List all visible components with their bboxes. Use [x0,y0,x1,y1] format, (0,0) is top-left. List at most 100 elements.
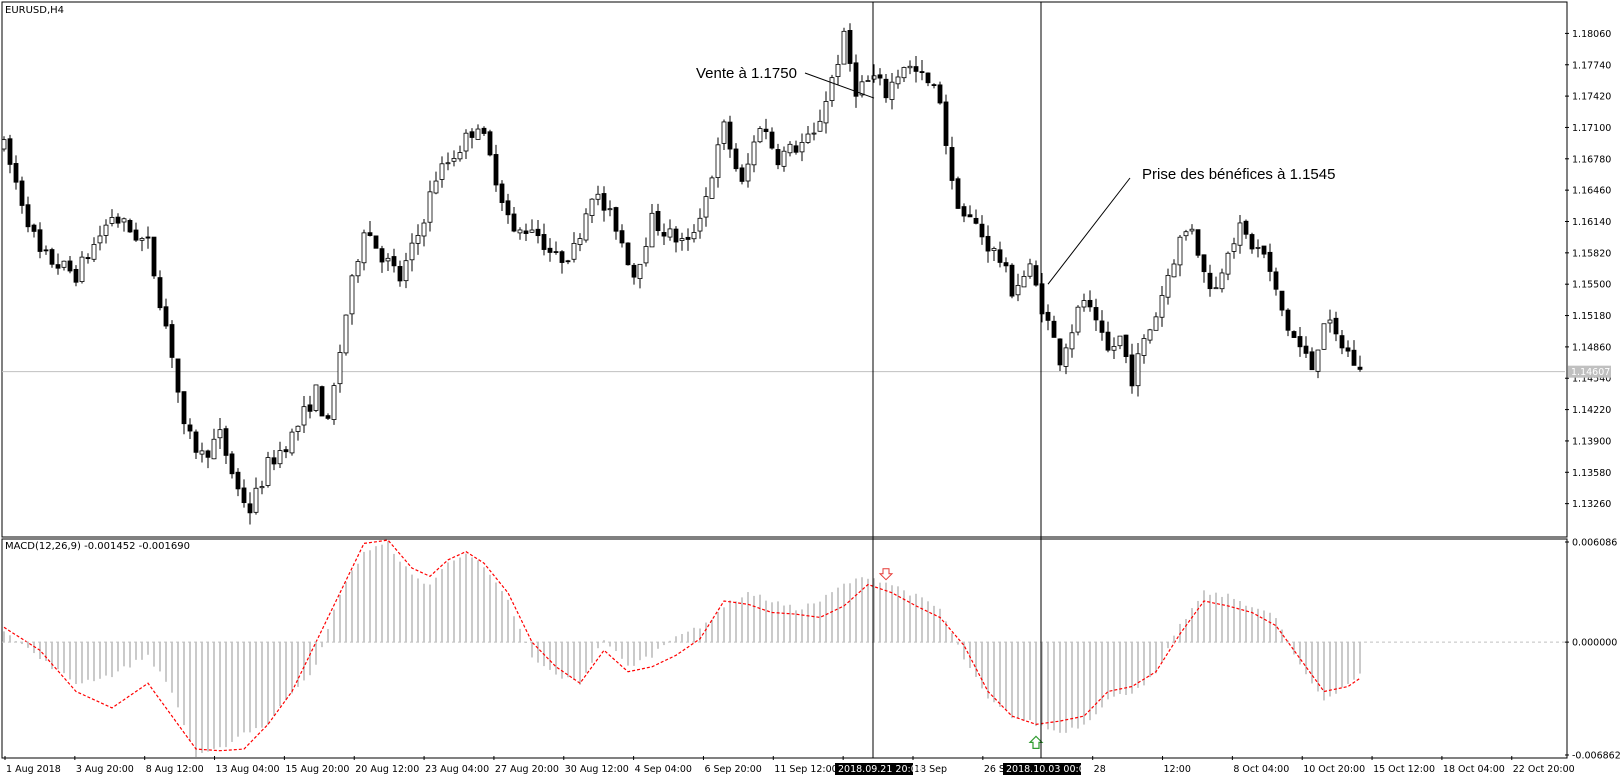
candle-up [1111,346,1117,351]
candle-down [283,449,289,453]
candle-up [667,228,673,238]
candle-down [1087,299,1093,308]
candle-up [901,67,907,79]
candle-up [439,163,445,180]
candle-down [319,386,325,417]
candle-down [535,228,541,237]
candle-up [103,224,109,236]
time-tick-label: 8 Oct 04:00 [1233,764,1289,775]
candle-down [325,415,331,419]
candle-up [1177,236,1183,266]
candle-up [643,246,649,264]
time-tick-label: 18 Oct 04:00 [1443,764,1505,775]
candle-down [127,220,133,233]
candle-down [181,391,187,425]
candle-down [739,167,745,182]
candle-up [1147,329,1153,341]
candle-up [1135,353,1141,387]
candle-up [571,242,577,260]
time-tick-label: 27 Aug 20:00 [495,764,559,775]
candle-up [529,229,535,233]
candle-down [1051,320,1057,338]
macd-tick-label: 0.006086 [1572,538,1617,549]
candle-down [271,457,277,465]
candle-up [1015,285,1021,296]
candle-down [1093,307,1099,321]
candle-up [637,263,643,280]
time-tick-label: 12:00 [1164,764,1191,775]
candle-down [145,236,151,239]
candle-down [1201,254,1207,273]
candle-down [499,183,505,203]
candle-up [841,30,847,65]
buy-arrow-icon [1028,735,1044,749]
symbol-title: EURUSD,H4 [5,5,64,16]
candle-up [289,431,295,454]
candle-up [1213,287,1219,290]
candle-up [817,120,823,132]
candle-down [193,431,199,453]
candle-down [391,256,397,267]
candle-down [547,247,553,253]
sell-annotation: Vente à 1.1750 [696,65,797,82]
take-profit-annotation: Prise des bénéfices à 1.1545 [1142,166,1335,183]
candle-up [1171,263,1177,278]
candle-down [883,78,889,99]
candle-down [175,358,181,393]
candle-down [553,251,559,253]
candle-up [265,457,271,486]
candle-down [955,178,961,209]
candle-down [43,249,49,252]
candle-up [463,132,469,152]
candle-up [1219,272,1225,290]
price-tick-label: 1.17100 [1572,123,1611,134]
candle-up [1159,295,1165,318]
time-tick-label: 22 Oct 20:00 [1513,764,1575,775]
candle-down [247,503,253,514]
candle-up [649,212,655,248]
candle-down [943,101,949,146]
candle-up [331,385,337,420]
candle-down [769,131,775,149]
candle-down [367,232,373,236]
candle-up [1141,338,1147,356]
candle-down [1045,311,1051,321]
candle-up [895,76,901,85]
time-tick-label: 10 Oct 20:00 [1303,764,1365,775]
candle-up [97,235,103,244]
price-tick-label: 1.13580 [1572,468,1611,479]
candle-down [187,424,193,432]
candle-down [559,251,565,263]
candle-down [655,210,661,232]
price-tick-label: 1.13900 [1572,436,1611,447]
candle-down [763,128,769,133]
candle-down [919,71,925,74]
candle-up [829,77,835,101]
price-tick-label: 1.16140 [1572,217,1611,228]
candle-down [733,148,739,170]
candle-down [1057,338,1063,366]
price-axis: 1.18060 1.17740 1.17420 1.17100 1.16780 1.164… [1565,29,1611,510]
macd-tick-label: 0.000000 [1572,638,1617,649]
candle-up [121,218,127,223]
price-tick-label: 1.18060 [1572,29,1611,40]
time-tick-label: 15 Oct 12:00 [1373,764,1435,775]
candle-down [985,235,991,252]
candle-down [469,131,475,138]
candle-down [913,66,919,72]
take-profit-annotation-leader [1047,177,1131,285]
candle-down [487,131,493,156]
candle-down [379,248,385,263]
time-tick-label: 1 Aug 2018 [6,764,61,775]
price-tick-label: 1.17420 [1572,92,1611,103]
candle-down [673,228,679,243]
price-tick-label: 1.14540 [1572,374,1611,385]
time-tick-label: 13 Aug 04:00 [216,764,280,775]
candle-down [481,127,487,134]
macd-signal-line [3,539,1361,752]
candle-up [811,132,817,135]
candle-up [577,238,583,245]
candle-down [1303,345,1309,354]
candle-down [949,147,955,181]
